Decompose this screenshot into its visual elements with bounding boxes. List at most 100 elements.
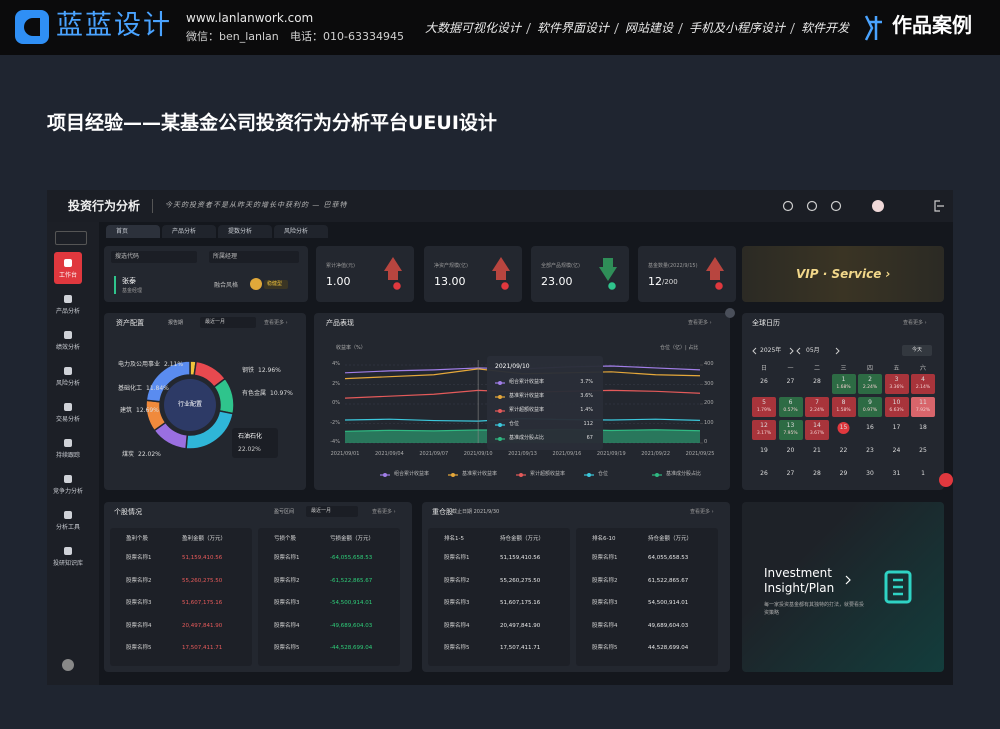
kpi-label: 全部产品规模(亿) xyxy=(541,263,580,269)
kpi-value: 1.00 xyxy=(326,275,351,288)
sidebar-icon xyxy=(64,511,72,519)
tooltip-value: 67 xyxy=(586,435,593,441)
nav-item: 软件开发 xyxy=(801,21,850,35)
calendar-day: 3 xyxy=(894,376,899,383)
kpi-trend-dot xyxy=(713,280,725,292)
sidebar-item: 交易分析 xyxy=(55,416,80,423)
tooltip-dot xyxy=(498,381,502,385)
calendar-pct: 0.57% xyxy=(783,408,798,413)
legend-dot xyxy=(383,473,387,477)
table-cell: 20,497,841.90 xyxy=(500,622,541,629)
calendar-month: 05月 xyxy=(806,347,820,354)
kpi-card xyxy=(531,246,629,302)
sidebar-item: 竞争力分析 xyxy=(52,488,83,495)
kpi-value: 13.00 xyxy=(434,275,466,288)
code-select xyxy=(111,251,197,263)
tooltip-dot xyxy=(498,423,502,427)
tooltip-name: 石油石化 xyxy=(238,433,263,440)
calendar-cell xyxy=(805,397,829,417)
calendar-day: 11 xyxy=(919,399,927,406)
y2-axis-title: 仓位（亿）| 占比 xyxy=(660,345,699,351)
tab-label: 提数分析 xyxy=(228,228,253,235)
table-cell: 49,689,604.03 xyxy=(648,622,689,629)
legend-label: 累计超额收益率 xyxy=(530,471,566,477)
calendar-pct: 0.97% xyxy=(862,408,878,413)
calendar-day: 28 xyxy=(813,378,821,385)
slice-label: 2.11% xyxy=(164,361,184,368)
toolbar-icon xyxy=(806,200,818,212)
tooltip-name: 累计超额收益率 xyxy=(509,407,545,413)
sidebar-icon xyxy=(64,439,72,447)
calendar-pct: 7.92% xyxy=(915,408,931,413)
insight-chevron xyxy=(845,575,851,585)
style-value: 稳健型 xyxy=(267,281,283,287)
kpi-trend-dot xyxy=(499,280,511,292)
logo-text: 蓝蓝设计 xyxy=(56,10,172,41)
table-cell: 51,607,175.16 xyxy=(182,600,223,606)
tooltip-name: 仓位 xyxy=(509,421,520,427)
weekday: 一 xyxy=(787,365,794,372)
legend-label: 组合累计收益率 xyxy=(394,471,430,477)
table-cell: 股票名称3 xyxy=(444,600,470,606)
nav-item: 软件界面设计 xyxy=(537,21,610,35)
profile-accent xyxy=(114,276,116,294)
kpi-label: 基金数量(2022/9/15) xyxy=(648,263,698,269)
calendar-cell xyxy=(884,374,909,394)
chart-tooltip xyxy=(487,356,603,450)
slice-label: 12.69% xyxy=(136,407,159,414)
table-cell: 20,497,841.90 xyxy=(182,622,223,629)
calendar-pct: 3.36% xyxy=(889,385,904,390)
calendar-cell xyxy=(752,397,776,417)
x-tick-label: 2021/09/10 xyxy=(463,451,493,457)
tab xyxy=(218,225,272,238)
calendar-day: 23 xyxy=(866,447,874,454)
style-icon xyxy=(250,278,262,290)
holdings-date: 截止日期 2021/9/30 xyxy=(452,509,500,515)
y2-tick-label: 300 xyxy=(704,380,714,387)
table-header: 盈利个股 xyxy=(126,536,149,542)
calendar-day: 26 xyxy=(760,470,768,477)
sidebar-icon xyxy=(64,331,72,339)
insight-icon-lines xyxy=(893,578,903,596)
table-cell: 54,500,914.01 xyxy=(648,600,689,606)
sidebar-icon xyxy=(64,259,72,267)
sidebar-bottom-icon xyxy=(62,659,74,671)
slice-tooltip xyxy=(232,428,278,458)
sidebar-search xyxy=(55,231,87,245)
slice-name: 基础化工 xyxy=(118,385,143,392)
period-select xyxy=(200,317,256,328)
kpi-value: 23.00 xyxy=(541,275,573,288)
slice-label: 11.84% xyxy=(146,385,169,392)
calendar-day: 9 xyxy=(868,399,872,406)
calendar-cell xyxy=(884,397,909,417)
tab-label: 产品分析 xyxy=(172,228,197,235)
table-cell: 股票名称4 xyxy=(444,622,470,629)
sidebar-icon xyxy=(64,367,72,375)
table-cell: 股票名称5 xyxy=(444,645,470,651)
table-cell: -54,500,914.01 xyxy=(330,600,373,606)
tooltip-dot xyxy=(498,395,502,399)
calendar-day: 10 xyxy=(892,399,901,406)
card-title: 产品表现 xyxy=(326,319,354,327)
card-title: 重仓股 xyxy=(432,508,453,516)
table-header: 盈利金额（万元） xyxy=(182,536,227,542)
sidebar-item: 分析工具 xyxy=(55,524,80,531)
calendar-pct: 3.67% xyxy=(809,431,825,436)
table-cell: -44,528,699.04 xyxy=(330,645,373,651)
code-select-label: 搜选代码 xyxy=(115,253,140,260)
table-cell: 61,522,865.67 xyxy=(648,577,689,584)
calendar-day: 28 xyxy=(813,470,821,477)
x-tick-label: 2021/09/16 xyxy=(552,451,582,457)
donut-center xyxy=(164,379,216,431)
table-cell: -49,689,604.03 xyxy=(330,622,373,629)
slice-name: 钢铁 xyxy=(242,367,255,374)
table-cell: 股票名称2 xyxy=(444,577,470,584)
kpi-trend-arrow xyxy=(599,258,617,281)
table-cell: 64,055,658.53 xyxy=(648,555,689,561)
logout-icon xyxy=(934,200,944,212)
tooltip-value: 3.7% xyxy=(580,379,593,385)
sidebar-icon xyxy=(64,295,72,303)
table-cell: -64,055,658.53 xyxy=(330,555,373,561)
app-bar xyxy=(47,190,953,222)
y2-tick-label: 0 xyxy=(704,439,708,445)
